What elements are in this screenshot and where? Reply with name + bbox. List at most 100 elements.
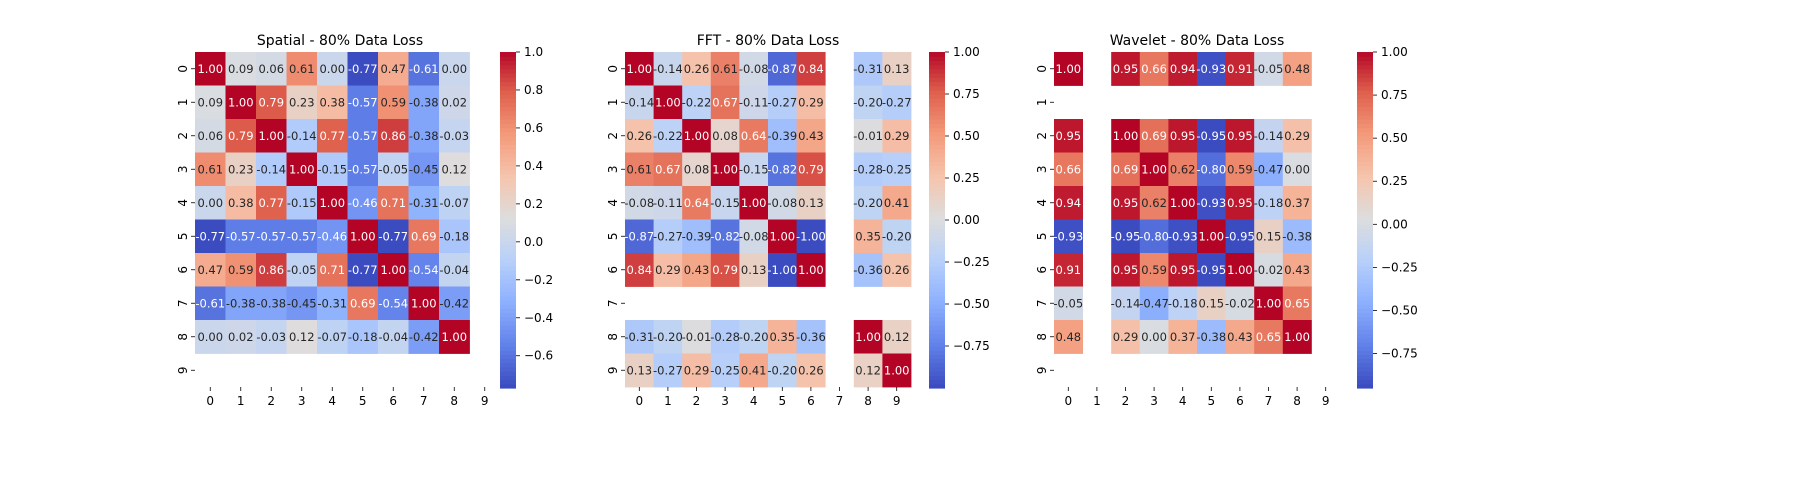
heatmap-cell bbox=[625, 320, 654, 354]
colorbar-tick-label: 0.75 bbox=[1381, 88, 1408, 102]
heatmap-cell bbox=[768, 219, 797, 254]
heatmap-cell bbox=[653, 52, 683, 86]
colorbar-segment bbox=[929, 161, 945, 166]
colorbar-segment bbox=[929, 241, 945, 246]
colorbar-tick-label: −0.50 bbox=[953, 297, 990, 311]
cell-value-label: -0.54 bbox=[409, 263, 439, 277]
heatmap-cell bbox=[408, 52, 440, 86]
colorbar-segment bbox=[929, 383, 945, 389]
cell-value-label: -0.27 bbox=[882, 95, 912, 109]
colorbar-segment bbox=[500, 194, 516, 200]
cell-value-label: 0.95 bbox=[1227, 129, 1253, 143]
colorbar-tick-label: −0.75 bbox=[953, 339, 990, 353]
cell-value-label: 0.61 bbox=[626, 162, 652, 176]
cell-value-label: -0.28 bbox=[710, 330, 740, 344]
colorbar-segment bbox=[929, 77, 945, 82]
cell-value-label: -0.80 bbox=[1196, 162, 1226, 176]
colorbar-segment bbox=[500, 249, 516, 255]
heatmap-cell bbox=[225, 286, 257, 321]
heatmap-cell bbox=[1197, 186, 1226, 220]
cell-value-label: 0.79 bbox=[798, 162, 824, 176]
colorbar-segment bbox=[929, 207, 945, 213]
heatmap-cell bbox=[853, 186, 883, 220]
cell-value-label: 0.69 bbox=[1141, 129, 1167, 143]
cell-value-label: 1.00 bbox=[655, 95, 681, 109]
cell-value-label: 0.29 bbox=[884, 129, 910, 143]
heatmap-cell bbox=[256, 286, 287, 321]
colorbar-segment bbox=[929, 89, 945, 95]
colorbar-segment bbox=[500, 207, 516, 213]
colorbar-segment bbox=[929, 211, 945, 217]
colorbar-segment bbox=[500, 119, 516, 124]
colorbar-segment bbox=[1357, 341, 1373, 347]
cell-value-label: -0.57 bbox=[348, 129, 378, 143]
colorbar-tick-label: 0.00 bbox=[953, 213, 980, 227]
cell-value-label: 0.66 bbox=[1141, 62, 1167, 76]
colorbar-segment bbox=[500, 68, 516, 74]
cell-value-label: 0.95 bbox=[1113, 62, 1139, 76]
colorbar-segment bbox=[500, 287, 516, 292]
x-tick-label: 4 bbox=[328, 394, 336, 408]
colorbar-segment bbox=[929, 81, 945, 87]
cell-value-label: -0.27 bbox=[653, 363, 683, 377]
heatmap-cell bbox=[739, 320, 769, 354]
cell-value-label: 0.43 bbox=[1284, 263, 1310, 277]
colorbar-segment bbox=[929, 165, 945, 171]
cell-value-label: -0.15 bbox=[710, 196, 740, 210]
colorbar-segment bbox=[929, 102, 945, 108]
cell-value-label: -0.14 bbox=[256, 162, 286, 176]
heatmap-cell bbox=[408, 253, 440, 287]
heatmap-cell bbox=[1139, 119, 1169, 153]
heatmap-cell bbox=[439, 219, 470, 254]
colorbar-tick-label: −0.6 bbox=[524, 349, 553, 363]
cell-value-label: -0.14 bbox=[1254, 129, 1284, 143]
heatmap-cell bbox=[1282, 152, 1312, 187]
colorbar-segment bbox=[1357, 278, 1373, 284]
colorbar-segment bbox=[500, 182, 516, 187]
colorbar-segment bbox=[929, 98, 945, 103]
colorbar-tick-label: 1.00 bbox=[1381, 45, 1408, 59]
colorbar-segment bbox=[1357, 89, 1373, 95]
colorbar-segment bbox=[929, 375, 945, 381]
colorbar-segment bbox=[929, 115, 945, 120]
cell-value-label: 0.95 bbox=[1113, 263, 1139, 277]
heatmap-cell bbox=[1111, 52, 1141, 86]
cell-value-label: 0.12 bbox=[289, 330, 315, 344]
heatmap-cell bbox=[682, 186, 712, 220]
cell-value-label: 0.69 bbox=[411, 229, 437, 243]
heatmap-cell bbox=[710, 119, 740, 153]
cell-value-label: 0.48 bbox=[1055, 330, 1081, 344]
colorbar-segment bbox=[929, 299, 945, 305]
colorbar-segment bbox=[1357, 77, 1373, 82]
cell-value-label: 0.09 bbox=[197, 95, 223, 109]
heatmap-cell bbox=[286, 85, 318, 120]
cell-value-label: 0.13 bbox=[741, 263, 767, 277]
y-tick-label: 0 bbox=[1035, 65, 1049, 73]
heatmap-cell bbox=[1197, 286, 1226, 321]
cell-value-label: -0.04 bbox=[378, 330, 408, 344]
x-tick-label: 8 bbox=[864, 394, 872, 408]
cell-value-label: 0.59 bbox=[1141, 263, 1167, 277]
cell-value-label: -1.00 bbox=[767, 263, 797, 277]
heatmap-cell bbox=[625, 152, 654, 187]
y-tick-label: 1 bbox=[606, 98, 620, 106]
colorbar-tick-label: 0.25 bbox=[1381, 174, 1408, 188]
heatmap-cell bbox=[1282, 286, 1312, 321]
colorbar-segment bbox=[929, 257, 945, 263]
colorbar-segment bbox=[1357, 199, 1373, 204]
cell-value-label: 0.64 bbox=[684, 196, 710, 210]
cell-value-label: 0.69 bbox=[1113, 162, 1139, 176]
colorbar-segment bbox=[500, 106, 516, 112]
heatmap-cell bbox=[1282, 186, 1312, 220]
colorbar-tick-label: 0.8 bbox=[524, 83, 543, 97]
heatmap-cell bbox=[739, 219, 769, 254]
colorbar-segment bbox=[500, 89, 516, 95]
cell-value-label: 0.43 bbox=[684, 263, 710, 277]
colorbar-segment bbox=[929, 157, 945, 162]
colorbar-segment bbox=[500, 283, 516, 288]
cell-value-label: 0.47 bbox=[197, 263, 223, 277]
colorbar-tick-label: 0.6 bbox=[524, 121, 543, 135]
heatmap-cell bbox=[1054, 219, 1083, 254]
colorbar-segment bbox=[929, 337, 945, 343]
colorbar-segment bbox=[1357, 320, 1373, 326]
